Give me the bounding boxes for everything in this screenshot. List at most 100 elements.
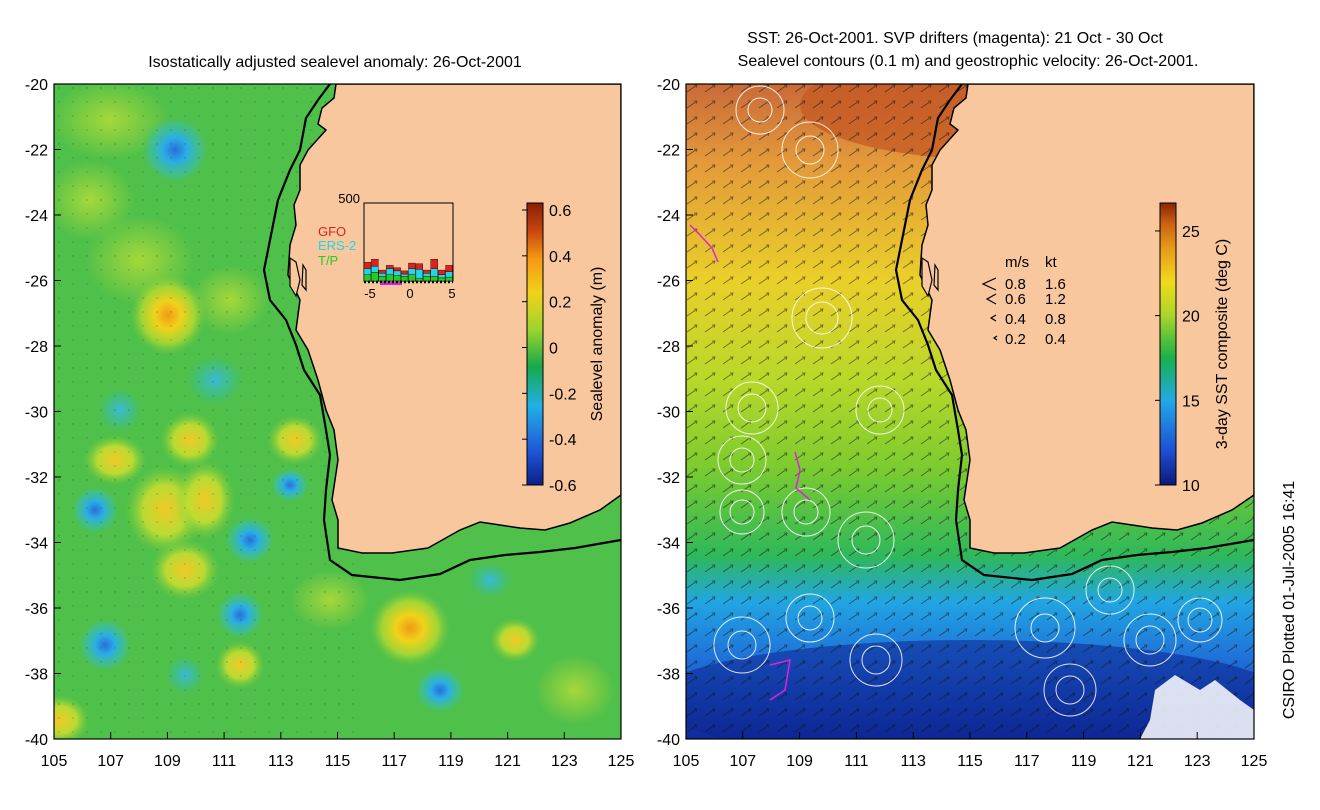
left-ytick-label: -20 [25, 77, 48, 94]
left-xtick-label: 125 [608, 753, 635, 770]
right-ytick-label: -20 [657, 77, 680, 94]
left-xtick-label: 107 [97, 753, 124, 770]
inset-bar-ers [363, 268, 372, 275]
inset-bar-tp [408, 274, 416, 282]
left-xtick-label: 109 [154, 753, 181, 770]
velocity-arrow-0.4 [989, 314, 997, 322]
left-ytick-label: -28 [25, 339, 48, 356]
right-panel-title-line1: SST: 26-Oct-2001. SVP drifters (magenta)… [747, 30, 1163, 47]
inset-legend-gfo: GFO [318, 224, 346, 239]
inset-bar-gfo [393, 267, 401, 272]
left-colorbar-ticks: 0.6 0.4 0.2 0 -0.2 -0.4 -0.6 [522, 203, 577, 495]
inset-bar-tp [438, 277, 446, 282]
left-xtick-label: 117 [381, 753, 407, 770]
inset-xtick-5: 5 [448, 286, 455, 301]
inset-bar-ers [393, 270, 401, 276]
inset-bar-gfo [430, 259, 438, 269]
velocity-arrow-0.8 [981, 277, 997, 291]
right-land-mass [919, 84, 1254, 554]
left-colorbar-tick-label: 0 [549, 341, 558, 358]
right-panel-title-line2: Sealevel contours (0.1 m) and geostrophi… [738, 53, 1199, 70]
right-colorbar: 25 20 15 10 3-day SST composite (deg C) [1155, 202, 1231, 495]
right-xtick-label: 111 [844, 753, 868, 770]
right-xtick-label: 121 [1127, 753, 1154, 770]
right-xtick-label: 119 [1071, 753, 1097, 770]
left-shelf-isobath [262, 84, 621, 582]
right-ytick-label: -36 [657, 601, 680, 618]
left-colorbar-tick-label: -0.6 [549, 478, 577, 495]
left-ytick-label: -34 [25, 536, 48, 553]
right-ytick-label: -34 [657, 536, 680, 553]
inset-bar-gfo [415, 263, 423, 270]
right-ytick-label: -40 [657, 732, 680, 749]
inset-bar-tp [400, 276, 409, 282]
inset-bar-tp [430, 276, 438, 282]
right-ytick-label: -22 [657, 143, 680, 160]
left-ytick-label: -24 [25, 208, 48, 225]
right-y-axis-ticks: -20 -22 -24 -26 -28 -30 -32 -34 -36 -38 -40 [657, 77, 693, 749]
left-ytick-label: -36 [25, 601, 48, 618]
inset-bar-ers [386, 268, 394, 275]
left-colorbar-tick-label: 0.6 [549, 203, 571, 220]
velocity-legend-ms-1: 0.6 [1005, 291, 1026, 308]
left-xtick-label: 105 [41, 753, 68, 770]
inset-bar-gfo [438, 269, 446, 276]
left-ytick-label: -22 [25, 143, 48, 160]
inset-bar-ers [408, 268, 416, 275]
inset-bar-gfo [371, 259, 379, 267]
right-sealevel-contours [713, 85, 1223, 717]
inset-bar-gfo [445, 265, 453, 272]
left-ytick-label: -40 [25, 732, 48, 749]
left-xtick-label: 115 [325, 753, 351, 770]
right-xtick-label: 115 [957, 753, 983, 770]
velocity-legend-kt-1: 1.2 [1045, 291, 1066, 308]
velocity-legend-header-kt: kt [1045, 254, 1058, 271]
left-colorbar-tick-label: 0.2 [549, 295, 571, 312]
left-colorbar-tick-label: -0.4 [549, 432, 577, 449]
left-ytick-label: -30 [25, 405, 48, 422]
left-ytick-label: -26 [25, 274, 48, 291]
right-drifter-tracks [689, 224, 811, 701]
right-ytick-label: -38 [657, 667, 680, 684]
right-ytick-label: -28 [657, 339, 680, 356]
inset-bar-tp [371, 272, 379, 282]
left-xtick-label: 113 [268, 753, 294, 770]
left-xtick-label: 111 [212, 753, 236, 770]
inset-bar-ers [371, 266, 379, 273]
left-map [54, 84, 621, 739]
left-colorbar-tick-label: 0.4 [549, 249, 571, 266]
inset-bar-gfo [363, 262, 372, 269]
velocity-legend-ms-2: 0.4 [1005, 311, 1026, 328]
right-xtick-label: 113 [900, 753, 926, 770]
right-colorbar-tick-label: 25 [1182, 224, 1200, 241]
inset-legend-ers2: ERS-2 [318, 238, 356, 253]
right-colorbar-tick-label: 20 [1182, 309, 1200, 326]
right-sea-ice-noise [1140, 675, 1254, 739]
velocity-legend-ms-3: 0.2 [1005, 331, 1026, 348]
inset-bar-ers [430, 268, 438, 277]
inset-xtick-neg5: -5 [364, 286, 376, 301]
inset-bar-ers [445, 271, 453, 278]
inset-legend-tp: T/P [318, 253, 338, 268]
left-xtick-label: 121 [494, 753, 521, 770]
inset-bar-gfo [400, 270, 409, 275]
right-shelf-isobath [894, 84, 1254, 582]
inset-xtick-0: 0 [406, 286, 413, 301]
right-shark-bay-islands [921, 256, 939, 298]
inset-bar-tp [378, 276, 386, 282]
left-colorbar-ramp [526, 202, 544, 486]
right-colorbar-ticks: 25 20 15 10 [1155, 224, 1200, 495]
inset-bars [363, 259, 453, 282]
inset-bar-ers [438, 274, 446, 279]
velocity-legend-header-ms: m/s [1005, 254, 1029, 271]
right-ytick-label: -30 [657, 405, 680, 422]
right-ytick-label: -24 [657, 208, 680, 225]
right-xtick-label: 109 [786, 753, 813, 770]
left-y-axis-ticks: -20 -22 -24 -26 -28 -30 -32 -34 -36 -38 -40 [25, 77, 61, 749]
right-colorbar-tick-label: 15 [1182, 393, 1200, 410]
left-xtick-label: 119 [438, 753, 464, 770]
inset-ymax-label: 500 [338, 191, 360, 206]
velocity-legend-kt-2: 0.8 [1045, 311, 1066, 328]
inset-time-marker [380, 282, 402, 285]
